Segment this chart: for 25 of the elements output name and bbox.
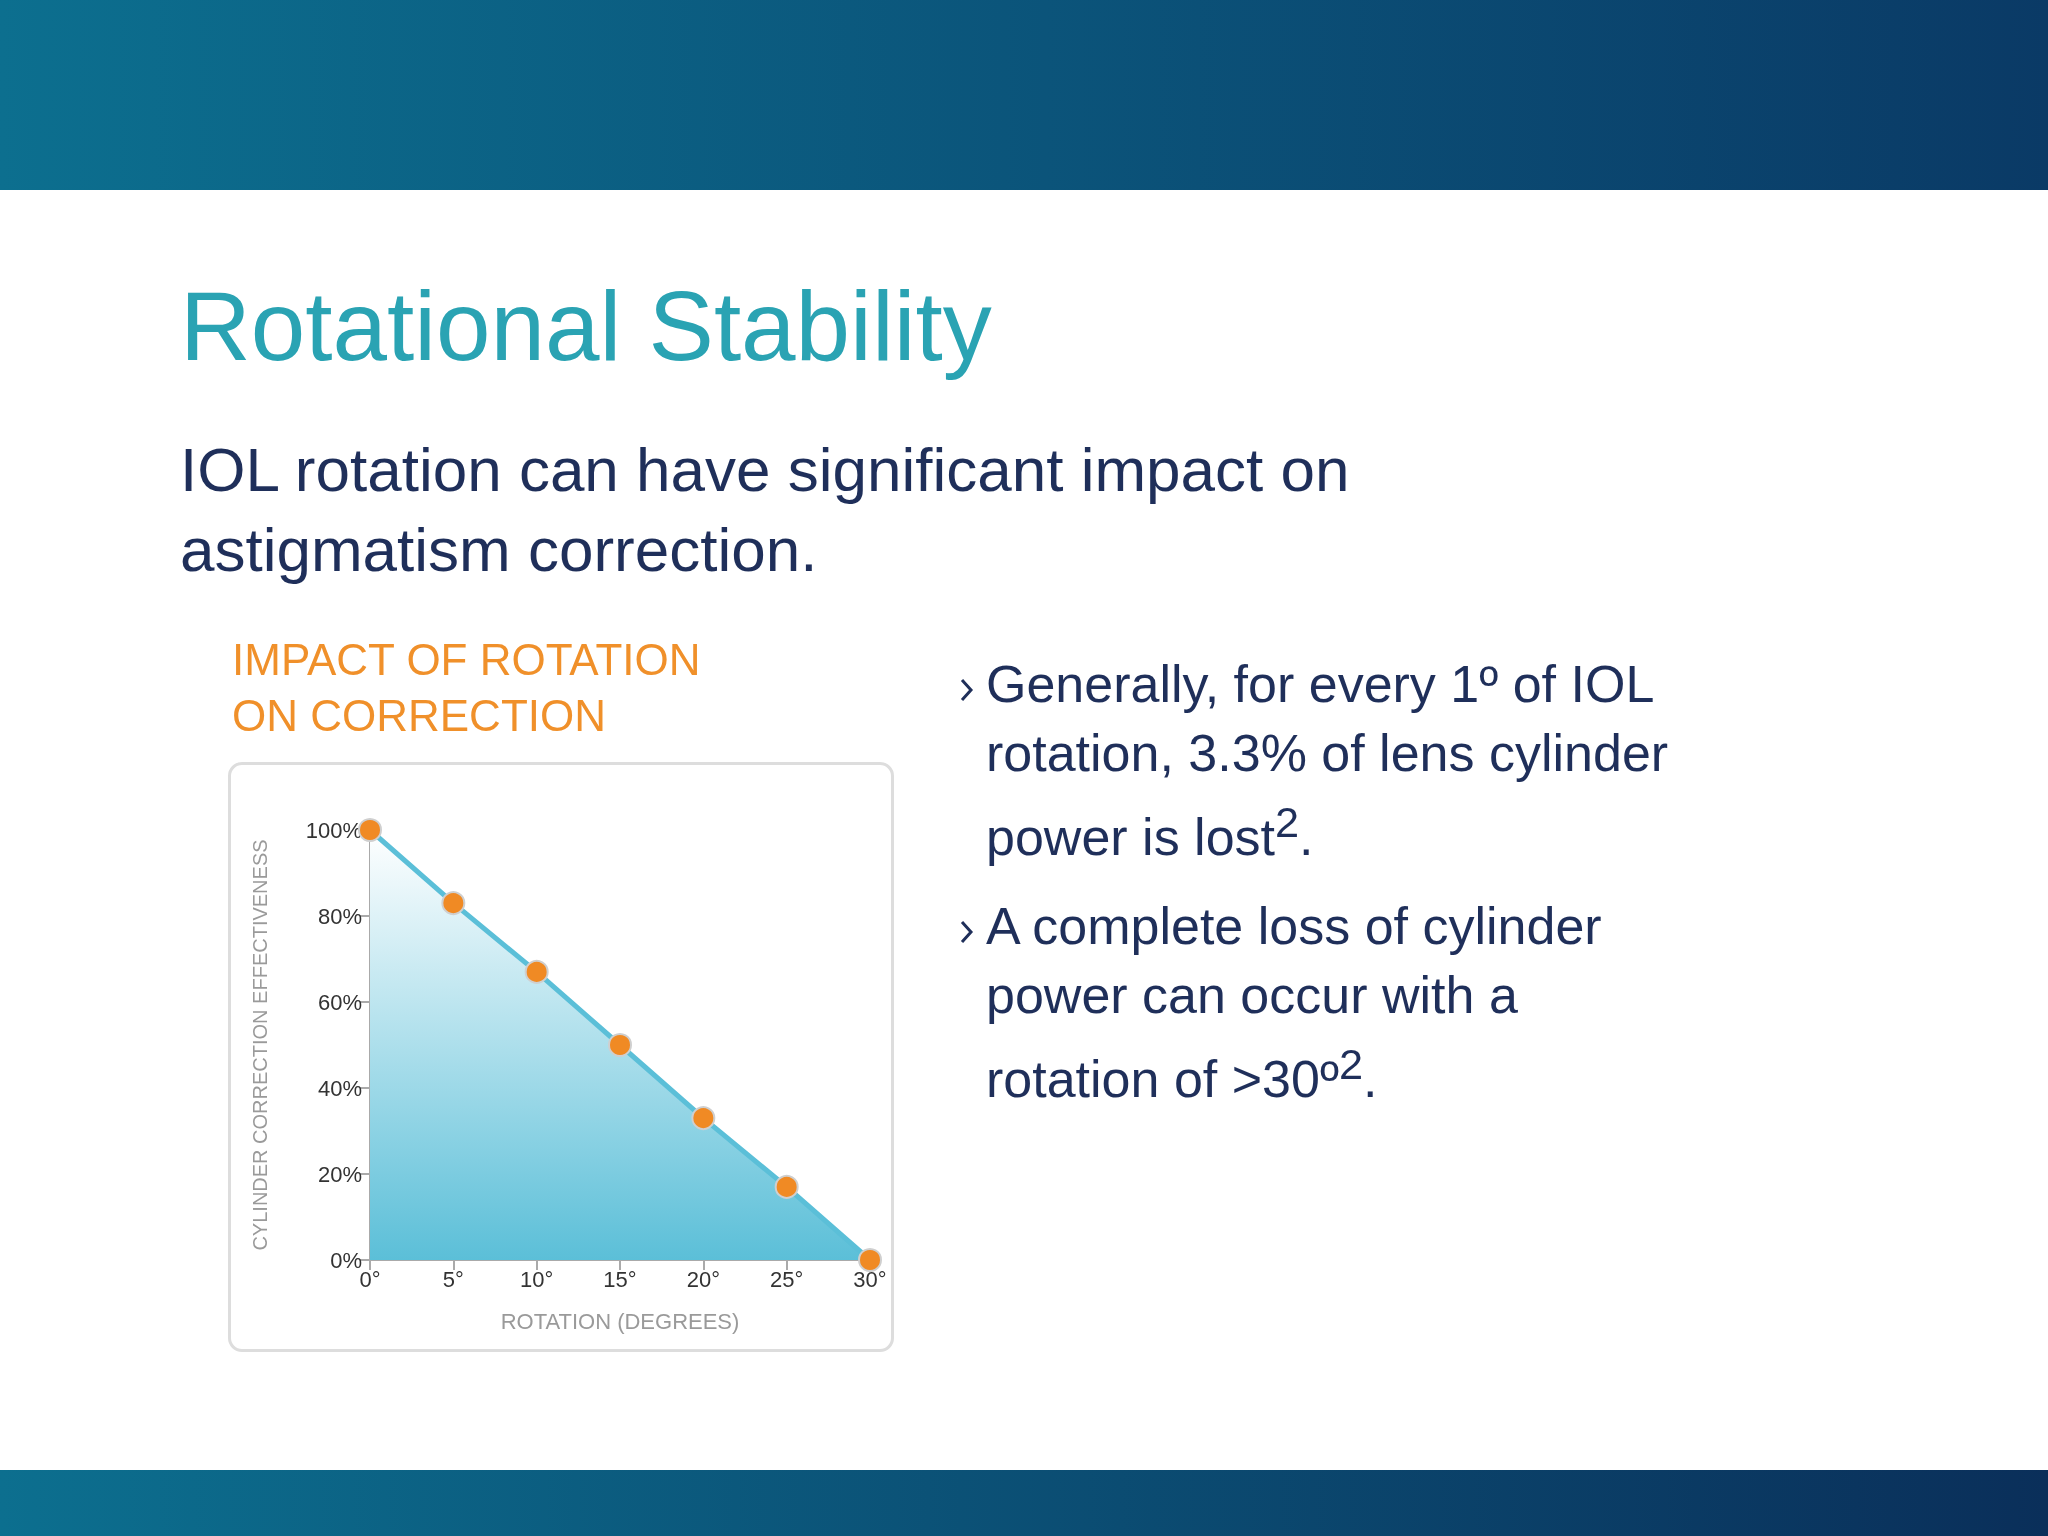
- y-tick-label: 60%: [317, 989, 362, 1015]
- y-axis-title: CYLINDER CORRECTION EFFECTIVENESS: [249, 839, 271, 1251]
- point: [774, 1174, 799, 1199]
- x-tick-label: 5°: [442, 1266, 464, 1292]
- x-tick-label: 30°: [853, 1266, 887, 1292]
- point: [441, 891, 466, 916]
- point: [524, 959, 549, 984]
- chart-subtitle: IOL rotation can have significant impact on astigmatism correction.: [180, 434, 1351, 586]
- y-tick-label: 40%: [317, 1075, 362, 1101]
- y-tick-label: 80%: [317, 903, 362, 929]
- y-tick-label: 20%: [317, 1161, 362, 1187]
- x-tick-label: 15°: [603, 1266, 637, 1292]
- x-tick-label: 25°: [770, 1266, 804, 1292]
- text: Generally, for every 1º of IOL rotation, 3.3% of lens cylinder power is lost$^{2}$.: [985, 654, 1670, 869]
- text: A complete loss of cylinder power can occur with a rotation of >30º$^{2}$.: [985, 896, 1603, 1111]
- point: [691, 1106, 716, 1131]
- y-tick-label: 0%: [330, 1247, 362, 1273]
- point: [608, 1033, 632, 1057]
- y-tick-label: 100%: [305, 817, 362, 843]
- x-tick-label: 10°: [520, 1266, 554, 1292]
- x-axis-title: ROTATION (DEGREES): [500, 1308, 740, 1334]
- x-tick-label: 20°: [686, 1266, 720, 1292]
- text: IMPACT OF ROTATION ON CORRECTION: [232, 634, 702, 742]
- chart-title: Rotational Stability: [180, 270, 992, 383]
- point: [858, 1248, 882, 1272]
